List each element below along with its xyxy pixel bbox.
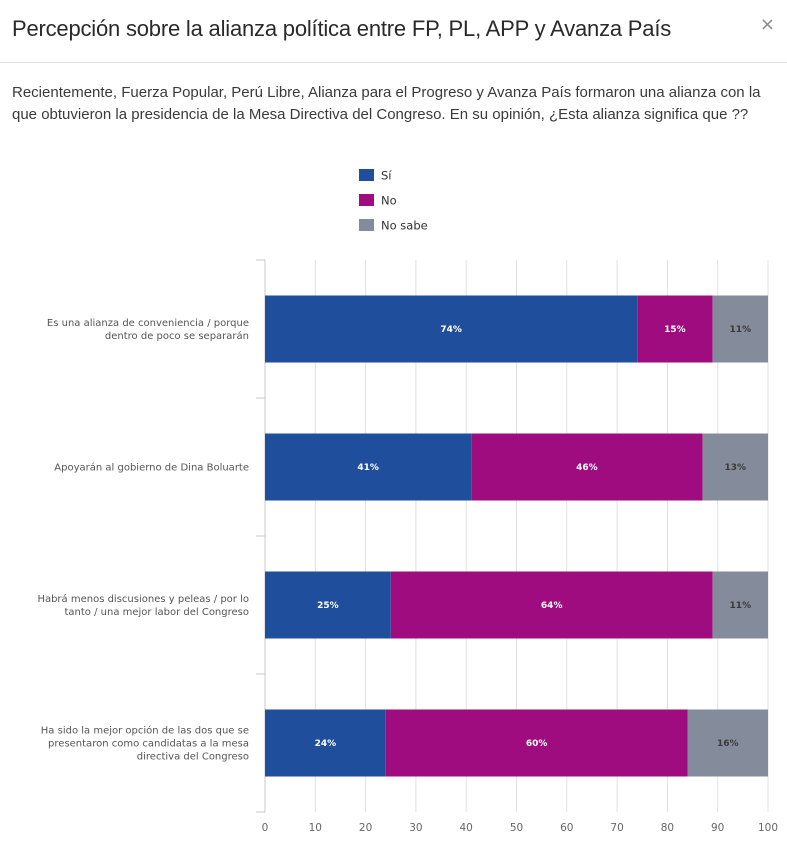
- x-tick-label-20: 20: [359, 822, 372, 834]
- x-tick-label-0: 0: [262, 822, 269, 834]
- x-tick-label-60: 60: [560, 822, 573, 834]
- bar-no-2: [471, 433, 703, 501]
- category-label-3: Habrá menos discusiones y peleas / por l…: [37, 593, 249, 618]
- x-tick-label-80: 80: [661, 822, 674, 834]
- legend-swatch-no-sabe: [359, 219, 374, 231]
- bar-no-sabe-2: [702, 433, 768, 501]
- bar-si-2: [265, 433, 472, 501]
- close-icon[interactable]: ×: [759, 14, 775, 35]
- x-axis-ticks: 0 10 20 30 40 50 60 70 80 90 100: [262, 822, 778, 834]
- data-label-si-4: 24%: [315, 739, 337, 749]
- category-labels: Es una alianza de conveniencia / porque d…: [37, 318, 249, 763]
- legend-label-no-sabe: No sabe: [381, 219, 428, 233]
- x-tick-label-90: 90: [711, 822, 724, 834]
- data-label-si-2: 41%: [357, 463, 379, 473]
- data-label-no-1: 15%: [664, 325, 686, 335]
- x-tick-label-100: 100: [758, 822, 778, 834]
- legend-label-no: No: [381, 194, 397, 208]
- x-tick-label-40: 40: [460, 822, 473, 834]
- x-tick-label-50: 50: [510, 822, 523, 834]
- bar-no-1: [637, 295, 713, 363]
- data-label-no-4: 60%: [526, 739, 548, 749]
- x-tick-label-30: 30: [409, 822, 422, 834]
- dialog-title: Percepción sobre la alianza política ent…: [12, 16, 672, 41]
- data-label-si-1: 74%: [440, 325, 462, 335]
- data-label-no-3: 64%: [541, 601, 563, 611]
- x-tick-label-70: 70: [610, 822, 623, 834]
- chart-bars: 74% 15% 11% 41% 46% 13% 25% 64% 11% 24% 60% 16%: [265, 295, 768, 777]
- dialog-header: Percepción sobre la alianza política ent…: [0, 0, 787, 63]
- category-label-1: Es una alianza de conveniencia / porque d…: [47, 318, 249, 342]
- data-label-si-3: 25%: [317, 601, 339, 611]
- chart-legend: Sí No No sabe: [359, 169, 428, 233]
- legend-swatch-si: [359, 169, 374, 181]
- data-label-no-sabe-4: 16%: [717, 739, 739, 749]
- legend-label-si: Sí: [381, 169, 392, 183]
- bar-si-1: [265, 295, 638, 363]
- data-label-no-sabe-1: 11%: [730, 325, 752, 335]
- bar-si-3: [265, 571, 391, 639]
- bar-no-sabe-3: [712, 571, 768, 639]
- survey-question: Recientemente, Fuerza Popular, Perú Libr…: [12, 84, 761, 123]
- x-tick-label-10: 10: [309, 822, 322, 834]
- bar-no-sabe-1: [712, 295, 768, 363]
- category-label-2: Apoyarán al gobierno de Dina Boluarte: [54, 462, 249, 474]
- legend-swatch-no: [359, 194, 374, 206]
- data-label-no-sabe-3: 11%: [730, 601, 752, 611]
- category-label-4: Ha sido la mejor opción de las dos que s…: [41, 725, 249, 763]
- bar-no-sabe-4: [687, 709, 768, 777]
- data-label-no-sabe-2: 13%: [725, 463, 747, 473]
- data-label-no-2: 46%: [576, 463, 598, 473]
- bar-no-3: [390, 571, 713, 639]
- bar-no-4: [385, 709, 688, 777]
- bar-si-4: [265, 709, 386, 777]
